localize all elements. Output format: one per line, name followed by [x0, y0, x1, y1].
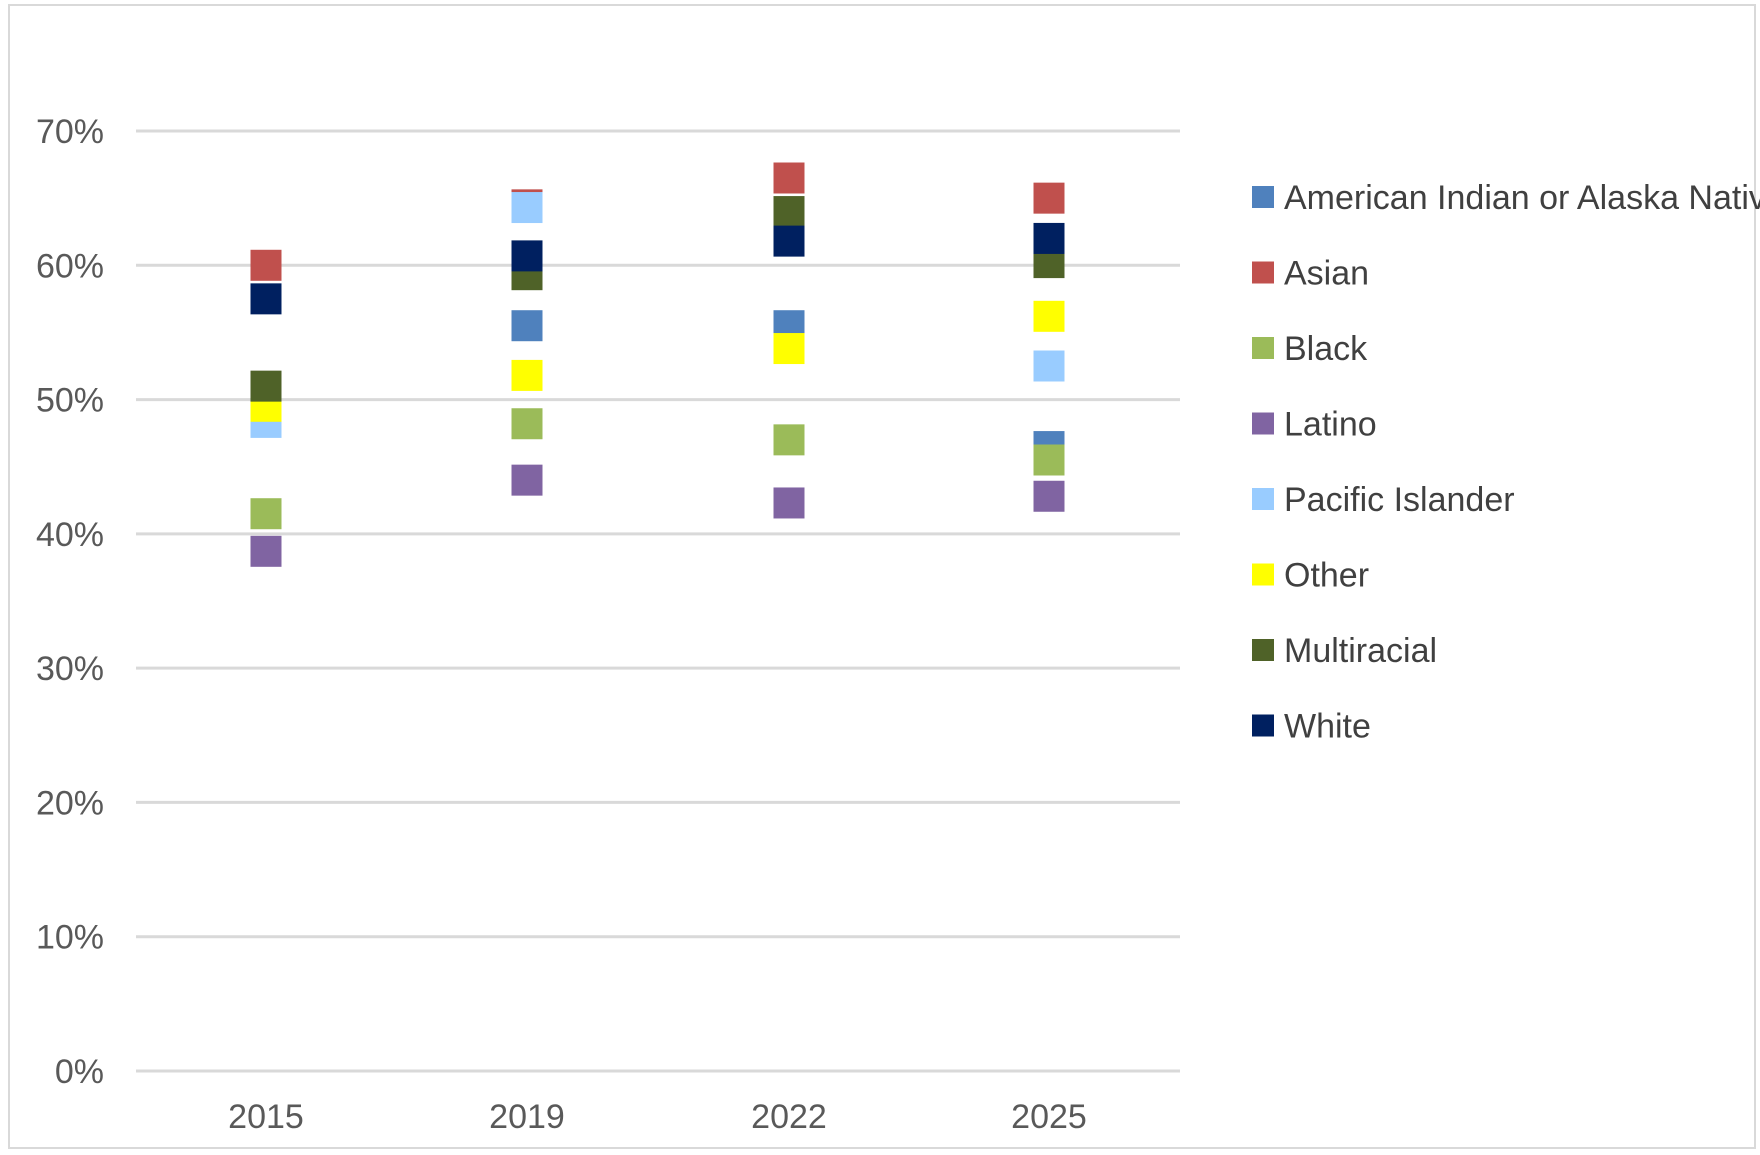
legend-label: White	[1284, 708, 1371, 746]
data-point	[1033, 480, 1065, 512]
data-point	[511, 359, 543, 391]
chart-frame	[8, 4, 1756, 1149]
x-tick-label: 2025	[1011, 1098, 1087, 1136]
data-point	[773, 424, 805, 456]
data-point	[511, 408, 543, 440]
x-tick-label: 2019	[489, 1098, 565, 1136]
legend-label: Latino	[1284, 406, 1377, 444]
y-tick-label: 0%	[55, 1053, 104, 1091]
data-point	[773, 487, 805, 519]
data-point	[1033, 222, 1065, 254]
x-tick-label: 2022	[751, 1098, 827, 1136]
data-point	[250, 370, 282, 402]
data-point	[1033, 182, 1065, 214]
y-tick-label: 10%	[36, 919, 104, 957]
data-point	[511, 310, 543, 342]
legend: American Indian or Alaska Native Asian Bla…	[1252, 179, 1760, 746]
legend-swatch	[1252, 714, 1274, 737]
data-point	[1033, 350, 1065, 382]
data-point	[1033, 300, 1065, 332]
x-axis-ticks: 2015 2019 2022 2025	[228, 1098, 1087, 1136]
y-tick-label: 50%	[36, 382, 104, 420]
y-tick-label: 70%	[36, 113, 104, 151]
legend-label: Pacific Islander	[1284, 481, 1515, 519]
data-point	[250, 249, 282, 281]
data-point	[250, 535, 282, 567]
legend-label: Asian	[1284, 255, 1369, 293]
y-tick-label: 60%	[36, 247, 104, 285]
legend-swatch	[1252, 412, 1274, 435]
legend-label: Other	[1284, 557, 1369, 595]
data-point	[773, 333, 805, 365]
data-point	[773, 225, 805, 257]
data-point	[773, 162, 805, 194]
data-point	[1033, 444, 1065, 476]
legend-swatch	[1252, 186, 1274, 208]
legend-label: American Indian or Alaska Native	[1284, 179, 1760, 217]
data-point	[511, 464, 543, 496]
legend-label: Black	[1284, 330, 1368, 368]
data-point	[511, 192, 543, 224]
y-tick-label: 20%	[36, 784, 104, 822]
x-tick-label: 2015	[228, 1098, 304, 1136]
legend-label: Multiracial	[1284, 632, 1437, 670]
data-points	[250, 162, 1065, 567]
legend-swatch	[1252, 639, 1274, 661]
legend-swatch	[1252, 488, 1274, 510]
data-point	[250, 283, 282, 315]
data-point	[511, 240, 543, 272]
legend-swatch	[1252, 563, 1274, 586]
y-tick-label: 30%	[36, 650, 104, 688]
legend-swatch	[1252, 261, 1274, 284]
y-axis-ticks: 0% 10% 20% 30% 40% 50% 60% 70%	[36, 113, 104, 1091]
legend-swatch	[1252, 337, 1274, 359]
gridlines	[136, 129, 1180, 1073]
y-tick-label: 40%	[36, 516, 104, 554]
data-point	[773, 196, 805, 228]
data-point	[250, 498, 282, 530]
